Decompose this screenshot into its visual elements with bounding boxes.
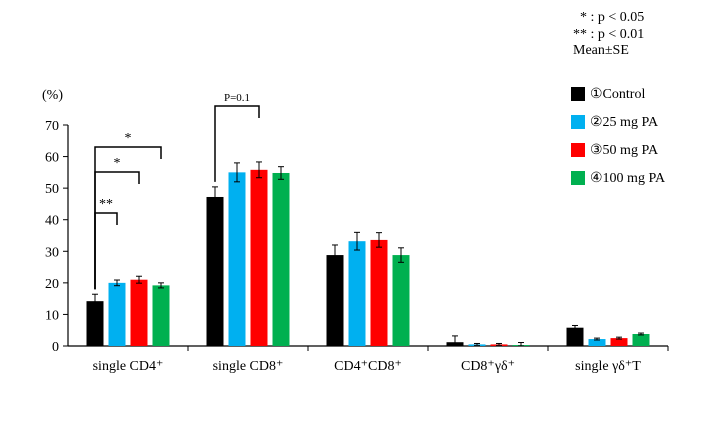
- bar: [108, 282, 126, 346]
- bar: [86, 301, 104, 346]
- bar: [250, 169, 268, 346]
- legend-label-50mg: ③50 mg PA: [590, 143, 659, 158]
- legend-swatch-25mg: [571, 115, 585, 129]
- bar: [588, 339, 606, 346]
- x-tick-label: CD8⁺γδ⁺: [461, 359, 515, 374]
- y-tick-label: 0: [52, 340, 59, 355]
- x-tick-label: single CD8⁺: [213, 359, 284, 374]
- bar: [228, 172, 246, 346]
- legend-swatch-control: [571, 87, 585, 101]
- legend-label-100mg: ④100 mg PA: [590, 171, 666, 186]
- significance-label: **: [99, 197, 113, 212]
- bar: [152, 285, 170, 346]
- legend-swatch-50mg: [571, 143, 585, 157]
- y-tick-label: 30: [45, 245, 59, 260]
- significance-bracket: [94, 146, 162, 290]
- legend-swatch-100mg: [571, 171, 585, 185]
- significance-bracket: [94, 171, 140, 290]
- bar: [130, 279, 148, 346]
- significance-bracket: [94, 212, 118, 290]
- bar: [632, 334, 650, 346]
- significance-notes: * : p < 0.05 ** : p < 0.01 Mean±SE: [573, 10, 644, 60]
- x-tick-label: CD4⁺CD8⁺: [334, 359, 402, 374]
- significance-label: P=0.1: [224, 92, 250, 104]
- significance-label: *: [114, 156, 121, 171]
- bar: [326, 255, 344, 346]
- bar: [348, 241, 366, 346]
- significance-label: *: [125, 131, 132, 146]
- legend-label-control: ①Control: [590, 87, 646, 102]
- y-tick-label: 20: [45, 277, 59, 292]
- y-tick-label: 10: [45, 308, 59, 323]
- y-tick-label: 40: [45, 214, 59, 229]
- note-p001: ** : p < 0.01: [573, 26, 645, 42]
- note-p005: * : p < 0.05: [580, 10, 645, 25]
- x-tick-label: single γδ⁺T: [575, 359, 641, 374]
- y-axis-unit: (%): [42, 88, 63, 103]
- bar: [272, 172, 290, 346]
- bar: [206, 196, 224, 346]
- y-tick-label: 50: [45, 182, 59, 197]
- y-tick-label: 70: [45, 119, 59, 134]
- y-tick-label: 60: [45, 151, 59, 166]
- bar: [370, 239, 388, 346]
- bar: [610, 338, 628, 346]
- bar: [566, 327, 584, 346]
- note-mean-se: Mean±SE: [573, 43, 629, 58]
- legend-label-25mg: ②25 mg PA: [590, 115, 659, 130]
- x-tick-label: single CD4⁺: [93, 359, 164, 374]
- bar: [392, 255, 410, 346]
- significance-bracket: [214, 105, 260, 182]
